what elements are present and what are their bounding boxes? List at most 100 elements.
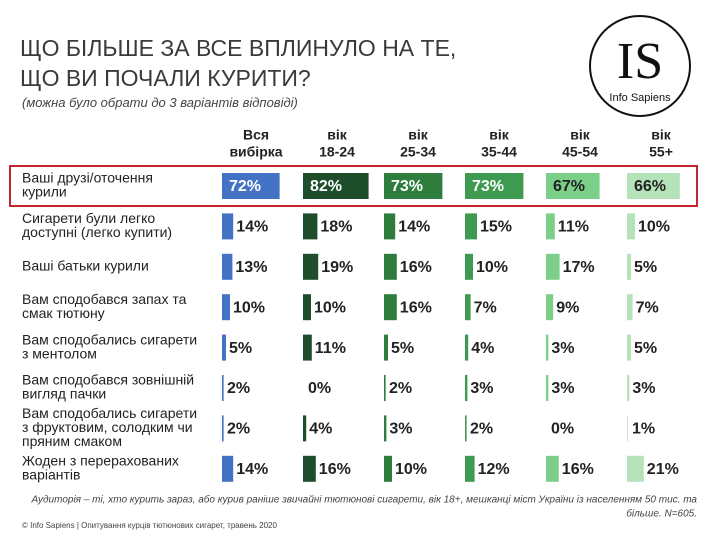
value-label: 5% — [229, 340, 252, 357]
value-label: 0% — [308, 380, 331, 397]
bar — [222, 415, 224, 442]
value-label: 3% — [632, 380, 655, 397]
bar — [222, 334, 226, 361]
value-label: 73% — [472, 178, 504, 195]
value-label: 3% — [389, 421, 412, 438]
logo-name: Info Sapiens — [609, 92, 671, 104]
row-label: Ваші батьки курили — [22, 258, 149, 274]
bar — [546, 253, 560, 280]
row-label: вигляд пачки — [22, 386, 106, 402]
row-label: варіантів — [22, 467, 80, 483]
value-label: 13% — [235, 259, 267, 276]
bar — [303, 415, 307, 442]
bar — [384, 253, 397, 280]
column-header: Вся — [243, 127, 269, 143]
value-label: 5% — [634, 259, 657, 276]
value-label: 12% — [478, 461, 510, 478]
column-header: 35-44 — [481, 144, 517, 160]
value-label: 17% — [563, 259, 595, 276]
row-label: пряним смаком — [22, 433, 122, 449]
row-label: Вам сподобався запах та — [22, 291, 187, 307]
value-label: 16% — [400, 259, 432, 276]
bar — [384, 213, 396, 240]
value-label: 21% — [647, 461, 679, 478]
value-label: 4% — [309, 421, 332, 438]
value-label: 72% — [229, 178, 261, 195]
bar — [222, 213, 234, 240]
value-label: 11% — [315, 340, 346, 357]
row-label: доступні (легко купити) — [22, 224, 172, 240]
bar — [384, 173, 443, 199]
bar — [303, 213, 318, 240]
bar — [303, 334, 312, 361]
value-label: 1% — [632, 421, 655, 438]
value-label: 10% — [476, 259, 508, 276]
value-label: 7% — [636, 299, 659, 316]
bar — [465, 455, 475, 482]
chart-title-line: ЩО ВИ ПОЧАЛИ КУРИТИ? — [20, 65, 311, 91]
bar — [627, 294, 633, 321]
row-label: Вам сподобались сигарети — [22, 331, 197, 347]
value-label: 3% — [551, 380, 574, 397]
value-label: 10% — [233, 299, 265, 316]
bar — [222, 173, 280, 199]
value-label: 3% — [551, 340, 574, 357]
bar — [627, 253, 631, 280]
value-label: 10% — [638, 219, 670, 236]
column-header: вік — [327, 127, 347, 143]
value-label: 2% — [227, 421, 250, 438]
bar — [627, 334, 631, 361]
bar — [222, 294, 230, 321]
bar — [222, 253, 233, 280]
value-label: 16% — [400, 299, 432, 316]
bar — [465, 334, 469, 361]
logo: IS Info Sapiens — [589, 15, 691, 117]
source: © Info Sapiens | Опитування курців тютюн… — [22, 521, 277, 530]
column-header: вибірка — [229, 144, 282, 160]
bar — [546, 334, 549, 361]
column-header: 25-34 — [400, 144, 436, 160]
bar — [303, 455, 316, 482]
value-label: 11% — [558, 219, 589, 236]
bar — [546, 173, 600, 199]
column-header: 55+ — [649, 144, 673, 160]
row-label: Жоден з перерахованих — [22, 453, 179, 469]
bar — [303, 294, 311, 321]
logo-ring — [589, 15, 691, 117]
bar — [627, 213, 635, 240]
column-header: 18-24 — [319, 144, 355, 160]
chart-subtitle: (можна було обрати до 3 варіантів відпов… — [22, 95, 298, 110]
bar — [465, 415, 467, 442]
footnote-line: більше. N=605. — [626, 508, 697, 520]
value-label: 66% — [634, 178, 666, 195]
bar — [465, 294, 471, 321]
bar — [465, 375, 468, 401]
value-label: 14% — [236, 219, 268, 236]
bar — [465, 213, 477, 240]
bar — [465, 253, 473, 280]
row-label: Вам сподобались сигарети — [22, 405, 197, 421]
bar — [303, 253, 319, 280]
bar — [546, 213, 555, 240]
column-header: вік — [651, 127, 671, 143]
value-label: 5% — [634, 340, 657, 357]
value-label: 19% — [321, 259, 353, 276]
column-header: вік — [570, 127, 590, 143]
bar — [384, 375, 386, 401]
bar — [627, 415, 628, 442]
bar — [222, 455, 234, 482]
value-label: 0% — [551, 421, 574, 438]
column-header: вік — [408, 127, 428, 143]
row-label: з фруктовим, солодким чи — [22, 419, 193, 435]
value-label: 2% — [227, 380, 250, 397]
row-label: з ментолом — [22, 345, 97, 361]
value-label: 16% — [562, 461, 594, 478]
row-label: Ваші друзі/оточення — [22, 170, 153, 186]
value-label: 5% — [391, 340, 414, 357]
row-label: Вам сподобався зовнішній — [22, 372, 194, 388]
value-label: 4% — [471, 340, 494, 357]
value-label: 73% — [391, 178, 423, 195]
footnote-line: Аудиторія – ті, хто курить зараз, або ку… — [30, 494, 697, 506]
value-label: 18% — [320, 219, 352, 236]
